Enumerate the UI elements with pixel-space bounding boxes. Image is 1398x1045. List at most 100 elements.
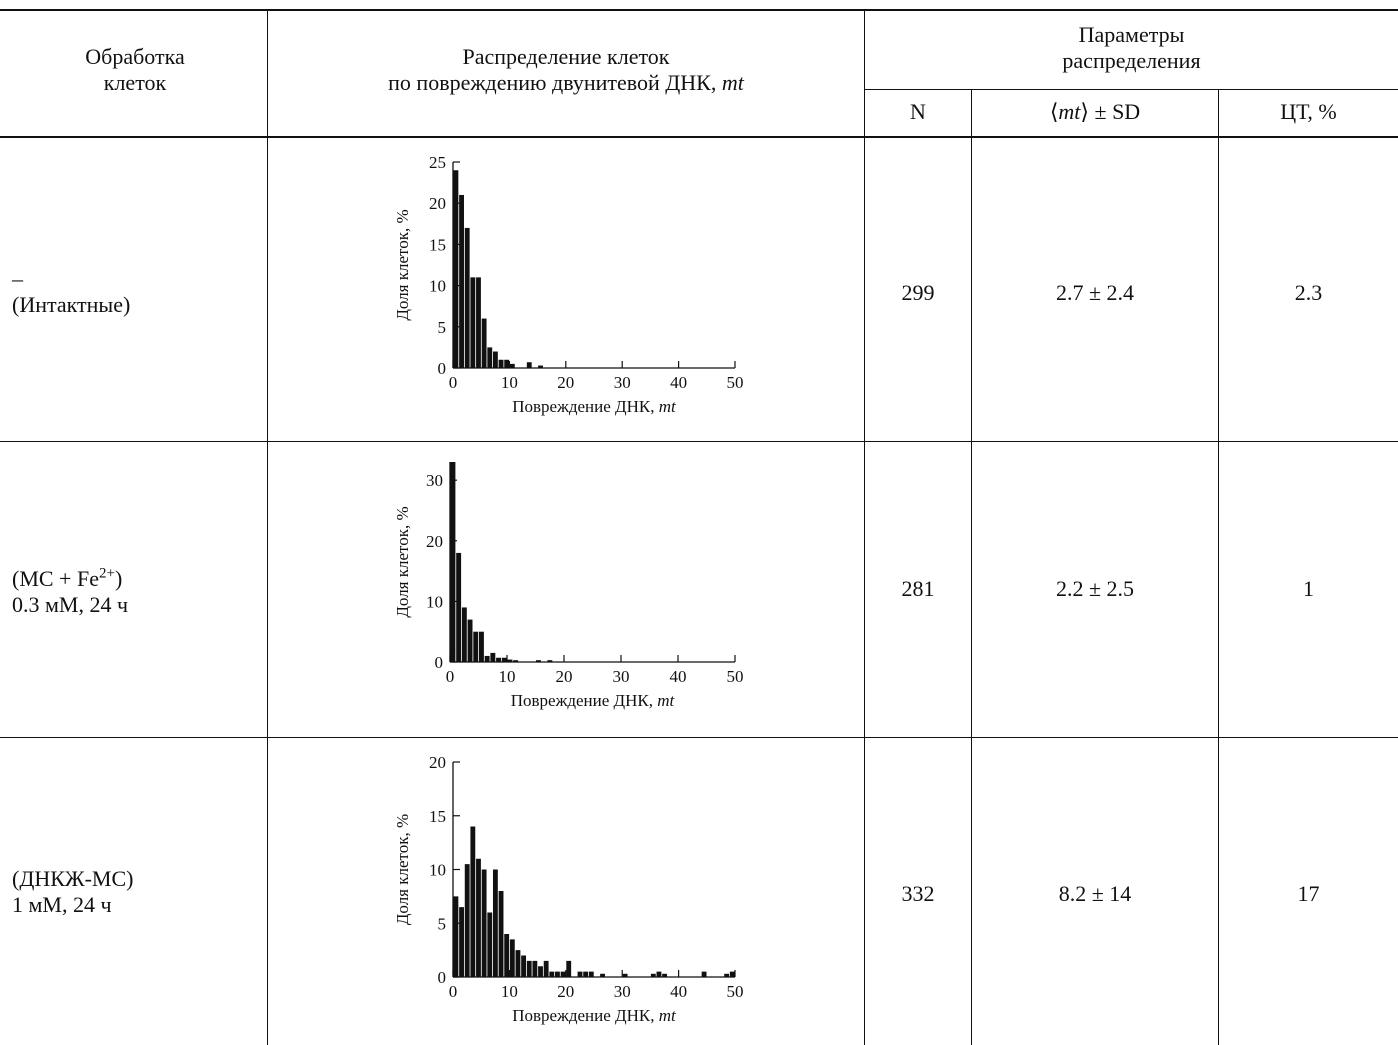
y-axis-label: Доля клеток, % [393,814,412,925]
y-tick-label: 20 [426,532,443,551]
x-tick-label: 20 [557,982,574,1001]
row1-n: 299 [901,280,935,305]
header-n: N [910,99,926,124]
histogram-bar [467,619,473,662]
row1-ct: 2.3 [1294,280,1323,305]
histogram-bar [549,971,555,977]
x-tick-label: 10 [501,373,518,392]
x-tick-label: 30 [613,667,630,686]
header-distribution-line1: Распределение клеток [462,44,670,69]
histogram-bar [476,277,481,368]
histogram-bar [504,934,510,977]
x-tick-label: 20 [557,373,574,392]
histogram-bar [492,351,498,368]
header-bottom-rule [0,136,1398,138]
row2-mean-sd: 2.2 ± 2.5 [1055,576,1135,601]
x-tick-label: 0 [449,373,458,392]
row2-treatment-line2: 0.3 мМ, 24 ч [12,592,129,617]
y-tick-label: 20 [429,194,446,213]
row3-treatment: (ДНКЖ-МС) 1 мМ, 24 ч [12,866,134,918]
histogram-bar [656,971,662,977]
histogram-bar [536,660,541,662]
histogram-bar [453,170,459,368]
row1-bottom-rule [0,441,1398,442]
y-tick-label: 30 [426,471,443,490]
histogram-bar [515,950,521,977]
histogram-bar [461,607,467,662]
histogram-bar [526,960,532,977]
params-subheader-rule [864,89,1398,90]
histogram-bar [622,973,628,977]
histogram-bar [487,912,493,977]
chart-mc-fe: 0 10 20 30 40 50 0 10 20 30 Повреждение ДНК, mt Дол… [393,462,744,710]
row2-treatment-sup: 2+ [98,565,115,582]
x-tick-label: 50 [727,667,744,686]
histogram-bar [724,973,730,977]
x-axis-label-unit: mt [659,1006,677,1025]
x-axis-label-unit: mt [657,691,675,710]
y-axis-label: Доля клеток, % [393,506,412,617]
table-top-rule [0,9,1398,11]
x-tick-label: 20 [556,667,573,686]
row1-treatment: – (Интактные) [12,266,130,318]
x-axis-label: Повреждение ДНК, mt [512,1006,677,1025]
histogram-bar [701,971,707,977]
histogram-bar [538,966,543,977]
col-divider-n [971,89,972,1045]
x-tick-label: 0 [449,982,458,1001]
histogram-bar [492,869,498,977]
header-distribution: Распределение клеток по повреждению двун… [268,44,864,96]
histogram-bar [456,552,462,662]
y-tick-label: 10 [429,277,446,296]
histogram-bar [498,891,504,977]
row3-ct: 17 [1297,881,1320,906]
row3-treatment-line1: (ДНКЖ-МС) [12,866,134,891]
histogram-bar [509,363,515,368]
header-params-line1: Параметры [1078,22,1185,47]
histogram-bar [729,971,735,977]
header-mean-open: ⟨ [1049,99,1059,124]
y-tick-label: 5 [438,914,447,933]
histogram-bar [459,194,464,368]
header-mean-sd: ⟨mt⟩ ± SD [972,99,1218,125]
histogram-bar [555,971,560,977]
row2-treatment: (МС + Fe2+) 0.3 мМ, 24 ч [12,566,128,618]
histogram-bar [484,655,490,662]
x-tick-label: 10 [501,982,518,1001]
x-tick-label: 0 [446,667,455,686]
row2-treatment-line1: (МС + Fe2+) [12,566,128,592]
row2-treatment-base: (МС + Fe [12,566,99,591]
histogram-bar [538,365,543,368]
header-treatment: Обработка клеток [20,44,250,96]
col-divider-mean [1218,89,1219,1045]
row2-treatment-end: ) [114,566,123,591]
y-tick-label: 0 [438,359,447,378]
histogram-bar [459,907,464,977]
header-distribution-unit: mt [721,70,744,95]
header-ct: ЦТ, % [1280,99,1337,124]
row3-treatment-line2: 1 мМ, 24 ч [12,892,112,917]
histogram-bar [496,657,501,662]
histogram-bar [662,973,668,977]
y-tick-label: 10 [429,861,446,880]
y-tick-label: 15 [429,235,446,254]
histogram-bar [566,960,572,977]
y-tick-label: 0 [435,653,444,672]
histogram-bar [487,347,493,368]
chart-intact: 0 10 20 30 40 50 0 5 10 15 20 25 Повреждение ДНК, mt… [393,153,744,416]
x-axis-label-text: Повреждение ДНК, [512,1006,659,1025]
histogram-bar [577,971,583,977]
histogram-bar [547,660,553,662]
histogram-bar [481,869,487,977]
y-tick-label: 25 [429,153,446,172]
row3-mean-sd: 8.2 ± 14 [1058,881,1132,906]
y-tick-label: 0 [438,968,447,987]
y-tick-label: 10 [426,592,443,611]
histogram-bar [650,973,656,977]
x-tick-label: 40 [670,667,687,686]
histogram-bar [513,660,519,662]
histogram-bar [532,960,538,977]
histogram-bar [476,858,481,977]
row2-n: 281 [901,576,935,601]
